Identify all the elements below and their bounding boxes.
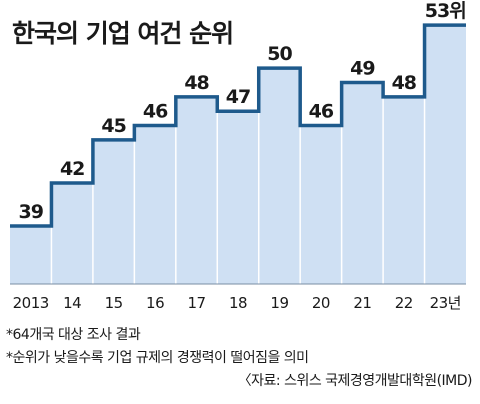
area-fill	[10, 25, 466, 284]
value-label: 48	[392, 72, 417, 94]
x-tick-label: 14	[63, 294, 81, 312]
x-tick-label: 17	[187, 294, 205, 312]
series-line	[10, 23, 466, 228]
x-tick-label: 21	[353, 294, 371, 312]
notes: *64개국 대상 조사 결과 *순위가 낮을수록 기업 규제의 경쟁력이 떨어짐…	[6, 324, 476, 393]
step-chart: 39 2013 42 14 45 15 46 16 48 17 47 18 50 19 46 20 49 21 48…	[10, 0, 467, 312]
value-label: 39	[19, 201, 43, 223]
x-tick-label: 18	[229, 294, 247, 312]
x-tick-label: 19	[270, 294, 288, 312]
value-label: 47	[226, 86, 250, 108]
x-tick-label: 20	[312, 294, 330, 312]
note-meaning: *순위가 낮을수록 기업 규제의 경쟁력이 떨어짐을 의미	[6, 350, 309, 366]
value-label: 50	[267, 43, 292, 65]
value-label: 46	[309, 101, 334, 123]
note-survey: *64개국 대상 조사 결과	[6, 327, 141, 343]
chart-title: 한국의 기업 여건 순위	[12, 19, 234, 48]
source-line: 〈자료: 스위스 국제경영개발대학원(IMD)	[237, 373, 473, 389]
x-tick-label: 15	[105, 294, 123, 312]
x-tick-label: 2013	[13, 294, 49, 312]
x-tick-label: 22	[395, 294, 413, 312]
value-label: 45	[101, 115, 125, 137]
value-label: 46	[143, 101, 168, 123]
x-tick-label: 23년	[430, 294, 461, 312]
value-label: 53위	[425, 0, 466, 22]
value-label: 48	[184, 72, 209, 94]
value-label: 42	[60, 158, 84, 180]
value-label: 49	[350, 58, 374, 80]
x-tick-label: 16	[146, 294, 164, 312]
